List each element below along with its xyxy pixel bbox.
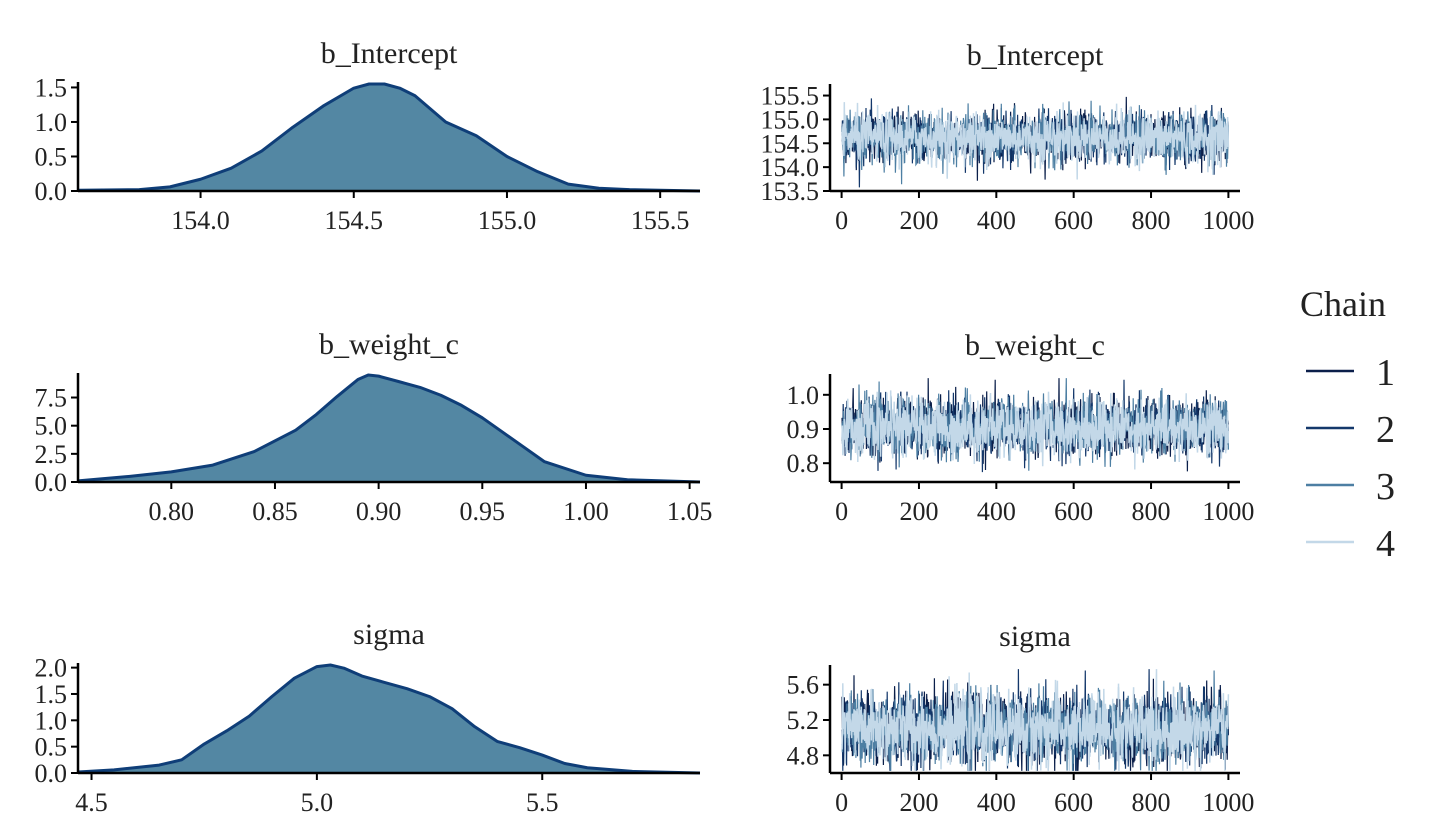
y-tick-label: 154.0 bbox=[761, 153, 820, 182]
x-tick-label: 4.5 bbox=[75, 788, 108, 817]
y-tick-label: 2.5 bbox=[35, 440, 68, 469]
y-tick-label: 0.5 bbox=[35, 142, 68, 171]
y-tick-label: 1.5 bbox=[35, 73, 68, 102]
x-tick-label: 5.5 bbox=[526, 788, 559, 817]
y-tick-label: 1.5 bbox=[35, 680, 68, 709]
x-tick-label: 600 bbox=[1054, 497, 1093, 526]
x-tick-label: 400 bbox=[977, 497, 1016, 526]
x-tick-label: 400 bbox=[977, 206, 1016, 235]
x-tick-label: 600 bbox=[1054, 206, 1093, 235]
panel-4-line: b_weight_c 0.8 0.9 1.0 0 200 400 600 800 1000 bbox=[787, 329, 1255, 526]
panel-title: b_Intercept bbox=[321, 37, 458, 70]
panel-title: sigma bbox=[353, 618, 425, 651]
density-area bbox=[78, 84, 700, 191]
legend-entry-1: 1 bbox=[1306, 352, 1395, 394]
y-tick-label: 1.0 bbox=[35, 108, 68, 137]
legend-entry-3: 3 bbox=[1306, 466, 1395, 508]
legend-label-1: 1 bbox=[1376, 352, 1395, 394]
y-tick-label: 0.8 bbox=[787, 449, 820, 478]
legend-label-3: 3 bbox=[1376, 466, 1395, 508]
y-tick-label: 5.6 bbox=[787, 671, 820, 700]
x-tick-label: 600 bbox=[1054, 788, 1093, 817]
x-tick-label: 154.5 bbox=[325, 206, 384, 235]
y-tick-label: 4.8 bbox=[787, 741, 820, 770]
legend-entry-4: 4 bbox=[1306, 523, 1395, 565]
y-tick-label: 7.5 bbox=[35, 384, 68, 413]
trace-chain-4 bbox=[841, 669, 1230, 772]
density-area bbox=[78, 665, 700, 773]
panel-title: b_Intercept bbox=[967, 39, 1104, 72]
y-tick-label: 2.0 bbox=[35, 654, 68, 683]
y-tick-label: 0.9 bbox=[787, 415, 820, 444]
legend-label-4: 4 bbox=[1376, 523, 1395, 565]
y-tick-label: 0.5 bbox=[35, 733, 68, 762]
panel-3-area: b_weight_c 0.02.55.07.5 0.80 0.85 0.90 0.95 1.… bbox=[35, 328, 713, 526]
density-line bbox=[77, 373, 701, 484]
x-tick-label: 1.05 bbox=[667, 497, 713, 526]
x-tick-label: 1000 bbox=[1202, 788, 1254, 817]
x-tick-label: 800 bbox=[1132, 206, 1171, 235]
x-tick-label: 0.85 bbox=[252, 497, 298, 526]
y-tick-label: 154.5 bbox=[761, 129, 820, 158]
y-tick-label: 5.0 bbox=[35, 412, 68, 441]
legend-title: Chain bbox=[1300, 284, 1386, 324]
x-tick-label: 0 bbox=[835, 788, 848, 817]
chain-legend: Chain 1 2 3 4 bbox=[1300, 284, 1395, 565]
x-tick-label: 155.0 bbox=[478, 206, 537, 235]
panel-title: b_weight_c bbox=[319, 328, 459, 361]
y-tick-label: 155.5 bbox=[761, 82, 820, 111]
x-tick-label: 5.0 bbox=[301, 788, 334, 817]
x-tick-label: 0.90 bbox=[356, 497, 402, 526]
x-tick-label: 800 bbox=[1132, 497, 1171, 526]
y-tick-label: 0.0 bbox=[35, 759, 68, 788]
panel-5-area: sigma 0.00.51.01.52.0 4.5 5.0 5.5 bbox=[35, 618, 701, 817]
legend-entry-2: 2 bbox=[1306, 409, 1395, 451]
density-line bbox=[77, 82, 701, 193]
panel-title: b_weight_c bbox=[965, 329, 1105, 362]
x-tick-label: 200 bbox=[899, 206, 938, 235]
x-tick-label: 1000 bbox=[1202, 497, 1254, 526]
x-tick-label: 200 bbox=[899, 497, 938, 526]
legend-label-2: 2 bbox=[1376, 409, 1395, 451]
y-tick-label: 0.0 bbox=[35, 468, 68, 497]
panel-6-line: sigma 4.8 5.2 5.6 0 200 400 600 800 1000 bbox=[787, 620, 1255, 817]
y-tick-label: 153.5 bbox=[761, 177, 820, 206]
y-tick-label: 0.0 bbox=[35, 177, 68, 206]
trace-chain-4 bbox=[841, 390, 1230, 470]
trace-chain-4 bbox=[841, 102, 1230, 180]
panel-title: sigma bbox=[999, 620, 1071, 653]
x-tick-label: 400 bbox=[977, 788, 1016, 817]
x-tick-label: 200 bbox=[899, 788, 938, 817]
x-tick-label: 1000 bbox=[1202, 206, 1254, 235]
panel-1-area: b_Intercept 0.0 0.5 1.0 1.5 154.0 154.5 155.0 15… bbox=[35, 37, 701, 235]
x-tick-label: 154.0 bbox=[171, 206, 230, 235]
x-tick-label: 1.00 bbox=[563, 497, 609, 526]
y-tick-label: 1.0 bbox=[787, 381, 820, 410]
y-tick-label: 5.2 bbox=[787, 706, 820, 735]
x-tick-label: 155.5 bbox=[631, 206, 690, 235]
x-tick-label: 0.80 bbox=[149, 497, 195, 526]
x-tick-label: 800 bbox=[1132, 788, 1171, 817]
x-tick-label: 0.95 bbox=[460, 497, 506, 526]
density-area bbox=[78, 375, 700, 482]
y-tick-label: 155.0 bbox=[761, 105, 820, 134]
x-tick-label: 0 bbox=[835, 497, 848, 526]
x-tick-label: 0 bbox=[835, 206, 848, 235]
y-tick-label: 1.0 bbox=[35, 706, 68, 735]
density-line bbox=[77, 663, 701, 775]
